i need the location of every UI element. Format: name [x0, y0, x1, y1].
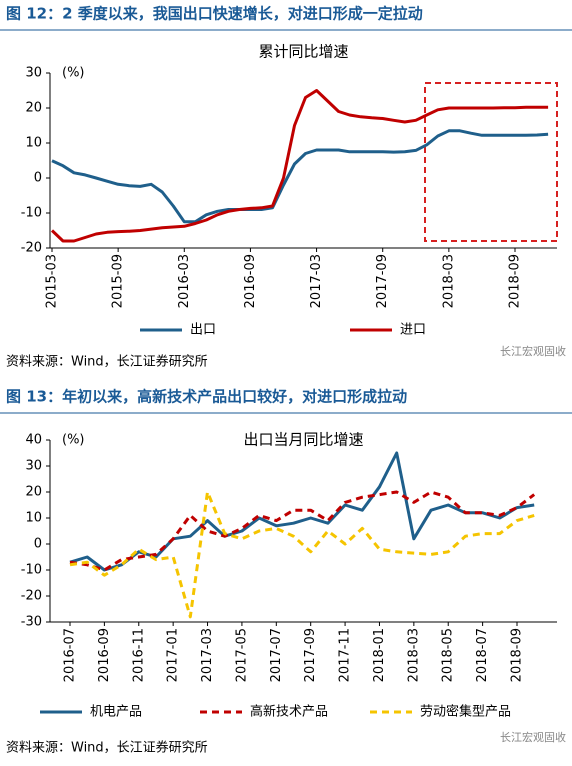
x-tick-label: 2016-07	[63, 628, 78, 682]
chart-title: 出口当月同比增速	[243, 431, 363, 449]
source-note: 资料来源：Wind，长江证券研究所	[6, 740, 208, 756]
series-line	[50, 89, 549, 243]
y-tick-label: 30	[25, 459, 42, 474]
source-note: 资料来源：Wind，长江证券研究所	[6, 354, 208, 370]
y-tick-label: 40	[25, 433, 42, 448]
series-line	[69, 490, 535, 619]
figure-caption: 图 13：年初以来，高新技术产品出口较好，对进口形成拉动	[6, 388, 407, 406]
series-line	[51, 129, 549, 224]
x-tick-label: 2018-09	[508, 254, 523, 308]
highlight-box	[424, 82, 558, 242]
legend-label: 高新技术产品	[250, 704, 328, 720]
x-tick-label: 2018-09	[510, 628, 525, 682]
x-tick-label: 2018-01	[372, 628, 387, 682]
x-tick-label: 2018-07	[475, 628, 490, 682]
x-tick-label: 2017-05	[234, 628, 249, 682]
x-tick-label: 2017-11	[338, 628, 353, 682]
x-tick-label: 2018-03	[441, 254, 456, 308]
x-tick-label: 2017-03	[200, 628, 215, 682]
chart-title: 累计同比增速	[258, 43, 348, 61]
x-tick-label: 2016-11	[131, 628, 146, 682]
y-tick-label: 10	[25, 136, 42, 151]
x-tick-label: 2018-03	[406, 628, 421, 682]
figure-caption: 图 12：2 季度以来，我国出口快速增长，对进口形成一定拉动	[6, 5, 423, 23]
y-tick-label: 0	[34, 537, 42, 552]
x-tick-label: 2016-03	[177, 254, 192, 308]
y-axis-label: (%)	[62, 433, 85, 448]
x-tick-label: 2016-09	[243, 254, 258, 308]
legend-label: 劳动密集型产品	[420, 704, 511, 720]
x-tick-label: 2017-03	[309, 254, 324, 308]
y-tick-label: 20	[25, 101, 42, 116]
x-tick-label: 2017-01	[166, 628, 181, 682]
y-tick-label: -10	[21, 563, 42, 578]
y-tick-label: -20	[21, 241, 42, 256]
x-tick-label: 2018-05	[441, 628, 456, 682]
x-tick-label: 2017-09	[375, 254, 390, 308]
legend-label: 机电产品	[90, 705, 142, 720]
y-axis-label: (%)	[62, 66, 85, 81]
x-tick-label: 2015-09	[111, 254, 126, 308]
watermark: 长江宏观固收	[500, 344, 566, 358]
y-tick-label: -30	[21, 615, 42, 630]
y-tick-label: 0	[34, 171, 42, 186]
y-tick-label: -10	[21, 206, 42, 221]
legend-label: 进口	[400, 323, 426, 338]
legend-label: 出口	[190, 323, 216, 338]
x-tick-label: 2017-09	[303, 628, 318, 682]
watermark: 长江宏观固收	[500, 730, 566, 744]
x-tick-label: 2016-09	[97, 628, 112, 682]
y-tick-label: -20	[21, 589, 42, 604]
series-line	[69, 490, 536, 572]
x-tick-label: 2017-07	[269, 628, 284, 682]
y-tick-label: 30	[25, 66, 42, 81]
series-line	[69, 451, 535, 572]
x-tick-label: 2015-03	[45, 254, 60, 308]
y-tick-label: 10	[25, 511, 42, 526]
y-tick-label: 20	[25, 485, 42, 500]
